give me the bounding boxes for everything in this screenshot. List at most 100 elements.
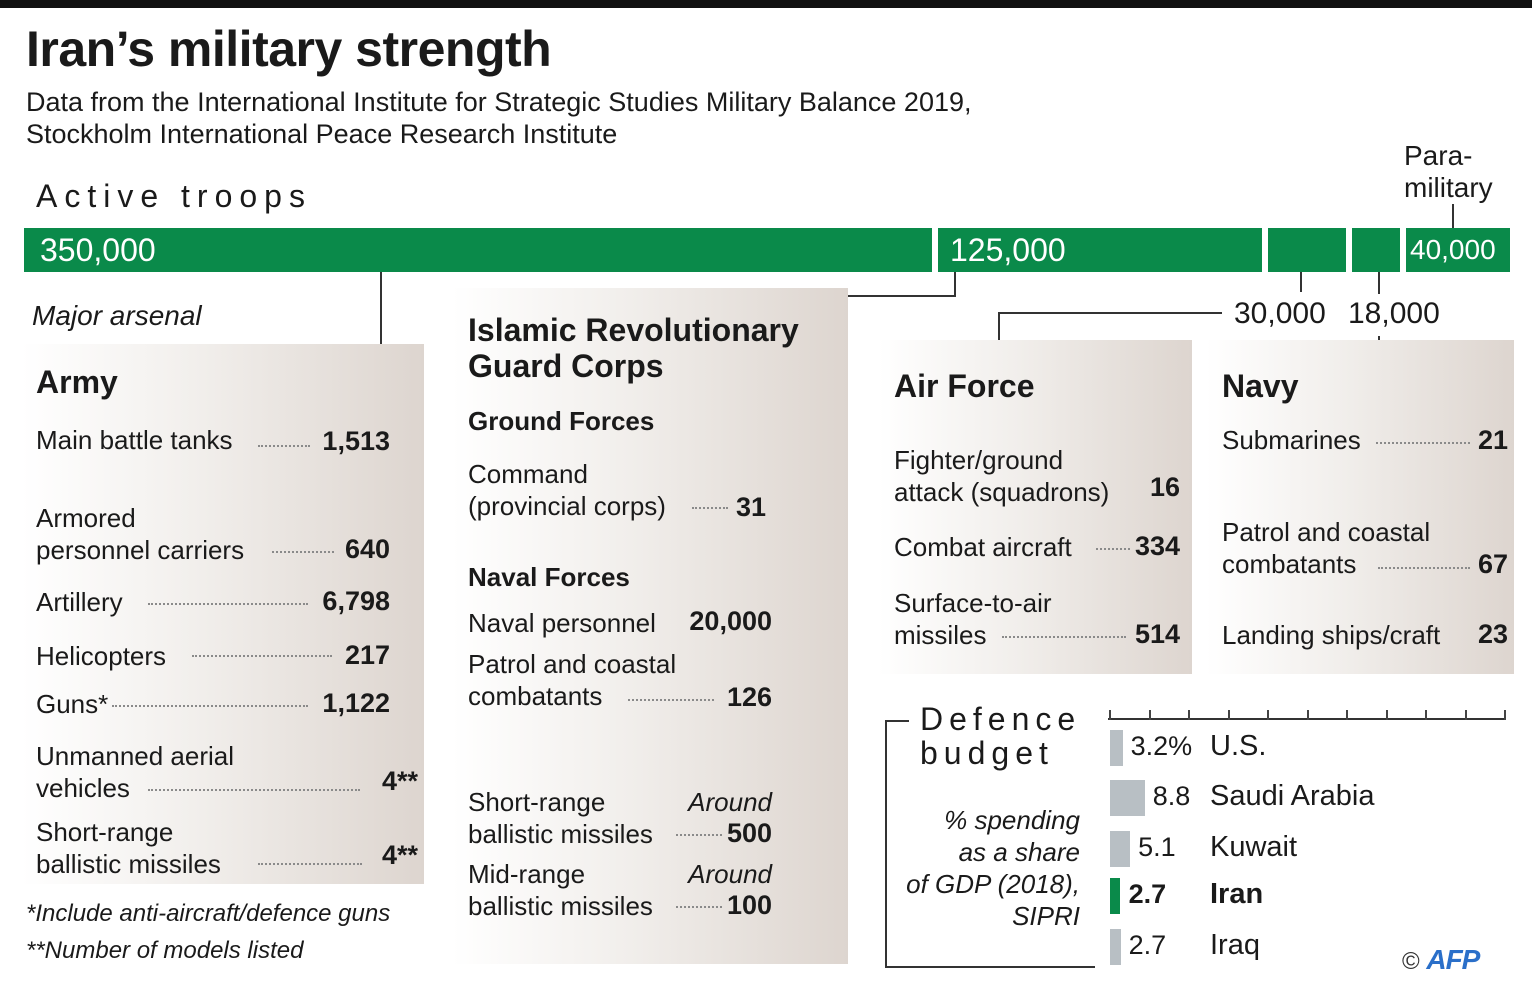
irgc-item-label-line: ballistic missiles bbox=[468, 819, 653, 849]
leader-dots bbox=[1378, 567, 1470, 569]
leader-dots bbox=[1376, 442, 1470, 444]
army-item-label-line: ballistic missiles bbox=[36, 849, 221, 879]
navy-item-label-line: combatants bbox=[1222, 549, 1357, 579]
budget-value-label: 2.7 bbox=[1128, 930, 1167, 960]
air-force-item-label: Surface-to-air missiles bbox=[894, 587, 1052, 651]
budget-category-label: Iran bbox=[1210, 878, 1264, 910]
irgc-naval-heading: Naval Forces bbox=[468, 562, 630, 592]
leader-dots bbox=[148, 603, 308, 605]
air-force-troops-label: 30,000 bbox=[1234, 297, 1326, 330]
navy-item-label: Patrol and coastal combatants bbox=[1222, 516, 1430, 580]
army-item-label: Guns* bbox=[36, 689, 109, 719]
army-panel bbox=[22, 344, 424, 884]
top-rule bbox=[0, 0, 1532, 8]
bar-label-irgc: 125,000 bbox=[950, 232, 1066, 268]
irgc-item-label: Short-range ballistic missiles bbox=[468, 786, 653, 850]
footnote: **Number of models listed bbox=[26, 937, 304, 964]
axis-tick bbox=[1385, 710, 1388, 720]
irgc-item-label: Command (provincial corps) bbox=[468, 458, 666, 522]
paramilitary-label-line: military bbox=[1404, 172, 1493, 203]
subtitle-line: Data from the International Institute fo… bbox=[26, 87, 972, 117]
budget-bracket bbox=[885, 966, 1095, 968]
bar-label-paramilitary: 40,000 bbox=[1410, 234, 1496, 265]
irgc-title-line: Guard Corps bbox=[468, 348, 664, 384]
irgc-connector bbox=[826, 295, 956, 297]
afp-logo: AFP bbox=[1426, 944, 1480, 975]
bar-army bbox=[24, 228, 932, 272]
bar-air-force bbox=[1268, 228, 1346, 272]
leader-dots bbox=[192, 655, 332, 657]
navy-item-label-line: Patrol and coastal bbox=[1222, 517, 1431, 547]
bar-navy bbox=[1352, 228, 1400, 272]
budget-bar bbox=[1110, 929, 1121, 965]
irgc-item-qualifier: Around bbox=[688, 859, 772, 889]
army-item-label-line: Unmanned aerial bbox=[36, 741, 235, 771]
budget-heading: Defence budget bbox=[920, 702, 1081, 770]
navy-item-value: 23 bbox=[1477, 619, 1508, 649]
irgc-item-value: 31 bbox=[735, 492, 766, 522]
army-item-label-line: vehicles bbox=[36, 773, 130, 803]
leader-dots bbox=[1096, 548, 1130, 550]
army-connector bbox=[380, 272, 382, 346]
leader-dots bbox=[272, 551, 334, 553]
irgc-item-label: Mid-range ballistic missiles bbox=[468, 858, 653, 922]
irgc-item-value: 126 bbox=[726, 682, 772, 712]
air-force-panel bbox=[878, 340, 1192, 674]
troops-heading: Active troops bbox=[36, 178, 312, 214]
air-force-item-value: 334 bbox=[1134, 531, 1180, 561]
leader-dots bbox=[692, 507, 728, 509]
budget-category-label: Iraq bbox=[1210, 929, 1260, 961]
budget-category-label: Saudi Arabia bbox=[1210, 780, 1375, 812]
budget-bar bbox=[1110, 780, 1145, 816]
army-item-label: Unmanned aerial vehicles bbox=[36, 740, 234, 804]
axis-tick bbox=[1267, 710, 1269, 720]
irgc-item-label-line: Patrol and coastal bbox=[468, 649, 677, 679]
budget-bar bbox=[1110, 730, 1123, 766]
air-force-item-label-line: attack (squadrons) bbox=[894, 477, 1110, 507]
bar-label-army: 350,000 bbox=[40, 232, 156, 268]
air-force-item-label: Combat aircraft bbox=[894, 532, 1072, 562]
army-title: Army bbox=[36, 364, 118, 400]
leader-dots bbox=[676, 906, 722, 908]
budget-bar bbox=[1110, 878, 1120, 914]
army-item-label: Helicopters bbox=[36, 641, 167, 671]
footnote: *Include anti-aircraft/defence guns bbox=[26, 900, 391, 927]
irgc-title: Islamic Revolutionary Guard Corps bbox=[468, 312, 799, 384]
air-force-item-value: 514 bbox=[1134, 619, 1180, 649]
army-item-label: Armored personnel carriers bbox=[36, 502, 244, 566]
navy-troops-label: 18,000 bbox=[1348, 297, 1440, 330]
subtitle-line: Stockholm International Peace Research I… bbox=[26, 119, 618, 149]
navy-item-value: 67 bbox=[1477, 549, 1508, 579]
air-force-connector bbox=[998, 312, 1000, 342]
budget-bracket bbox=[885, 720, 909, 722]
navy-connector bbox=[1378, 272, 1380, 294]
navy-item-label: Submarines bbox=[1222, 425, 1361, 455]
air-force-connector bbox=[1300, 272, 1302, 292]
irgc-item-value: 500 bbox=[726, 818, 772, 848]
leader-dots bbox=[148, 789, 360, 791]
budget-value-label: 8.8 bbox=[1152, 781, 1191, 811]
axis-tick bbox=[1504, 710, 1506, 720]
irgc-item-label-line: Short-range bbox=[468, 787, 606, 817]
paramilitary-leader-line bbox=[1452, 204, 1454, 228]
irgc-ground-heading: Ground Forces bbox=[468, 406, 655, 436]
army-item-label-line: personnel carriers bbox=[36, 535, 245, 565]
army-item-value: 640 bbox=[344, 534, 390, 564]
bar-paramilitary bbox=[1406, 228, 1510, 272]
irgc-item-label: Naval personnel bbox=[468, 608, 656, 638]
axis-tick bbox=[1425, 710, 1427, 720]
irgc-item-label-line: ballistic missiles bbox=[468, 891, 653, 921]
leader-dots bbox=[628, 699, 714, 701]
irgc-item-qualifier: Around bbox=[688, 787, 772, 817]
air-force-item-value: 16 bbox=[1149, 472, 1180, 502]
army-item-value: 6,798 bbox=[322, 586, 390, 616]
army-item-value: 1,122 bbox=[322, 688, 390, 718]
irgc-title-line: Islamic Revolutionary bbox=[468, 312, 799, 348]
budget-heading-line: Defence bbox=[920, 701, 1082, 737]
budget-bracket bbox=[885, 720, 887, 968]
irgc-item-label-line: combatants bbox=[468, 681, 603, 711]
army-item-label-line: Short-range bbox=[36, 817, 174, 847]
budget-note-line: as a share bbox=[958, 837, 1080, 867]
leader-dots bbox=[1002, 636, 1126, 638]
irgc-item-label-line: (provincial corps) bbox=[468, 491, 666, 521]
